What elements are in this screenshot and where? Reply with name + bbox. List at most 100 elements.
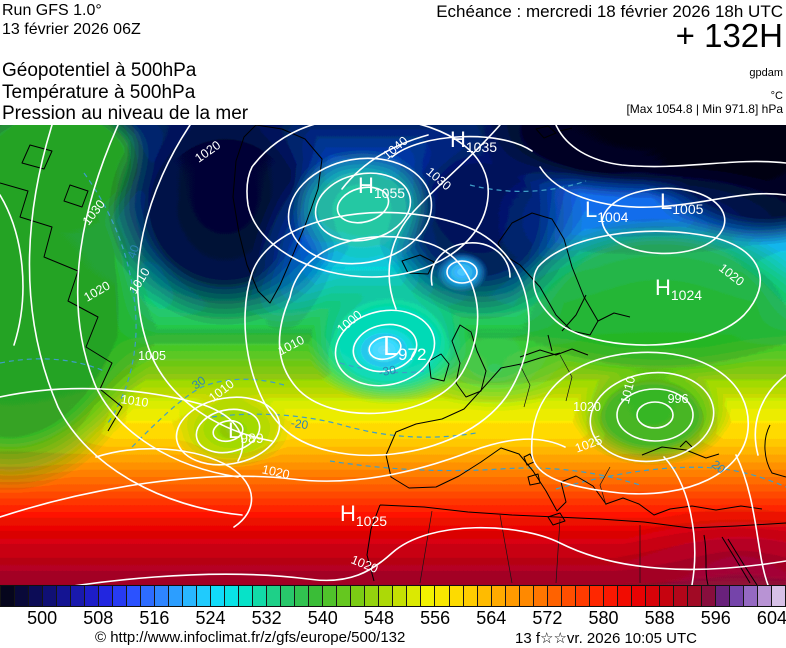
scale-tick-label: 548 bbox=[363, 608, 394, 628]
isobar-value-label: 1005 bbox=[138, 349, 166, 363]
scale-swatch bbox=[575, 586, 590, 606]
copyright-url: © http://www.infoclimat.fr/z/gfs/europe/… bbox=[95, 629, 406, 646]
scale-swatch bbox=[337, 586, 352, 606]
scale-tick-label: 540 bbox=[307, 608, 338, 628]
scale-swatch bbox=[197, 586, 212, 606]
scale-tick-label: 588 bbox=[644, 608, 675, 628]
scale-swatch bbox=[99, 586, 114, 606]
run-model-line: Run GFS 1.0° bbox=[2, 2, 102, 19]
scale-swatch bbox=[141, 586, 156, 606]
scale-swatch bbox=[15, 586, 30, 606]
temperature-value-label: 40 bbox=[124, 243, 142, 261]
scale-swatch bbox=[351, 586, 366, 606]
pressure-center-label: L1004 bbox=[585, 197, 629, 225]
scale-swatch bbox=[393, 586, 408, 606]
scale-swatch bbox=[0, 586, 16, 606]
pressure-center-label: H1055 bbox=[358, 173, 405, 201]
scale-swatch bbox=[407, 586, 422, 606]
scale-swatch bbox=[589, 586, 604, 606]
scale-swatch bbox=[365, 586, 380, 606]
scale-tick-label: 532 bbox=[251, 608, 282, 628]
scale-swatch bbox=[43, 586, 58, 606]
scale-swatch bbox=[127, 586, 142, 606]
scale-swatch bbox=[603, 586, 618, 606]
scale-tick-label: 596 bbox=[700, 608, 731, 628]
scale-tick-label: 500 bbox=[27, 608, 58, 628]
scale-swatch bbox=[85, 586, 100, 606]
isobar-contours-layer bbox=[0, 125, 786, 585]
scale-swatch bbox=[687, 586, 702, 606]
isobar-value-label: 996 bbox=[668, 392, 689, 406]
pressure-center-label: H1035 bbox=[450, 127, 497, 155]
scale-swatch bbox=[281, 586, 296, 606]
scale-swatch bbox=[323, 586, 338, 606]
scale-swatch bbox=[701, 586, 716, 606]
scale-tick-label: 556 bbox=[420, 608, 451, 628]
scale-swatch bbox=[505, 586, 520, 606]
param-geopotential: Géopotentiel à 500hPa bbox=[2, 60, 197, 81]
scale-swatch bbox=[631, 586, 646, 606]
scale-swatch bbox=[225, 586, 240, 606]
scale-swatch bbox=[463, 586, 478, 606]
scale-tick-label: 516 bbox=[139, 608, 170, 628]
color-scale-tick-labels: 500 508 516 524 532 540 548 556 564 572 580 588 596 6… bbox=[0, 606, 786, 628]
param-temperature: Température à 500hPa bbox=[2, 81, 196, 103]
scale-swatch bbox=[379, 586, 394, 606]
parameter-titles: Géopotentiel à 500hPa Température à 500h… bbox=[2, 60, 248, 125]
forecast-offset: + 132H bbox=[675, 17, 783, 54]
scale-tick-label: 564 bbox=[476, 608, 507, 628]
run-info: Run GFS 1.0° 13 février 2026 06Z bbox=[2, 1, 141, 39]
temperature-value-label: -20 bbox=[290, 416, 309, 432]
coastlines-layer bbox=[0, 125, 786, 585]
scale-swatch bbox=[729, 586, 744, 606]
scale-swatch bbox=[659, 586, 674, 606]
scale-swatch bbox=[295, 586, 310, 606]
scale-tick-label: 572 bbox=[532, 608, 563, 628]
temperature-value-label: -30 bbox=[378, 363, 398, 380]
scale-swatch bbox=[491, 586, 506, 606]
scale-swatch bbox=[617, 586, 632, 606]
run-date-line: 13 février 2026 06Z bbox=[2, 21, 141, 38]
scale-swatch bbox=[715, 586, 730, 606]
scale-swatch bbox=[477, 586, 492, 606]
param-pressure: Pression au niveau de la mer bbox=[2, 103, 249, 124]
scale-tick-label: 604 bbox=[756, 608, 786, 628]
scale-swatch bbox=[155, 586, 170, 606]
scale-swatch bbox=[113, 586, 128, 606]
scale-swatch bbox=[561, 586, 576, 606]
scale-swatch bbox=[673, 586, 688, 606]
isobar-value-label: 1020 bbox=[573, 400, 601, 414]
isobar-value-label: 1020 bbox=[261, 462, 291, 481]
scale-swatch bbox=[435, 586, 450, 606]
scale-tick-label: 508 bbox=[83, 608, 114, 628]
pressure-minmax-label: [Max 1054.8 | Min 971.8] hPa bbox=[626, 102, 783, 116]
scale-swatch bbox=[519, 586, 534, 606]
unit-temperature-label: °C bbox=[770, 90, 783, 102]
isobar-value-label: 1010 bbox=[120, 392, 150, 410]
echeance-line: Echéance : mercredi 18 février 2026 18h … bbox=[436, 2, 783, 21]
scale-swatch bbox=[533, 586, 548, 606]
scale-swatch bbox=[645, 586, 660, 606]
scale-swatch bbox=[211, 586, 226, 606]
map-labels-layer: H1035 H1055 L1004 L1005 H1024 L972 L989 H1025 10… bbox=[80, 127, 747, 576]
scale-swatch bbox=[743, 586, 758, 606]
color-scale-bar bbox=[0, 585, 786, 607]
unit-geopotential-label: gpdam bbox=[749, 67, 783, 79]
scale-tick-label: 524 bbox=[195, 608, 226, 628]
isobar-value-label: 1010 bbox=[618, 375, 638, 405]
scale-swatch bbox=[71, 586, 86, 606]
weather-map: H1035 H1055 L1004 L1005 H1024 L972 L989 H1025 10… bbox=[0, 125, 786, 585]
scale-swatch bbox=[169, 586, 184, 606]
pressure-center-label: L989 bbox=[228, 418, 264, 446]
temperature-contours-layer bbox=[0, 172, 786, 490]
pressure-center-label: L1005 bbox=[660, 189, 704, 217]
scale-swatch bbox=[29, 586, 44, 606]
scale-swatch bbox=[183, 586, 198, 606]
scale-swatch bbox=[547, 586, 562, 606]
scale-swatch bbox=[267, 586, 282, 606]
footer-bar: © http://www.infoclimat.fr/z/gfs/europe/… bbox=[0, 628, 786, 648]
scale-swatch bbox=[449, 586, 464, 606]
scale-swatch bbox=[757, 586, 772, 606]
scale-swatch bbox=[57, 586, 72, 606]
